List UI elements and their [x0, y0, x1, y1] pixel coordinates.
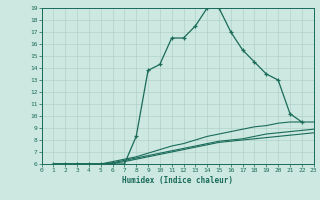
X-axis label: Humidex (Indice chaleur): Humidex (Indice chaleur)	[122, 176, 233, 185]
